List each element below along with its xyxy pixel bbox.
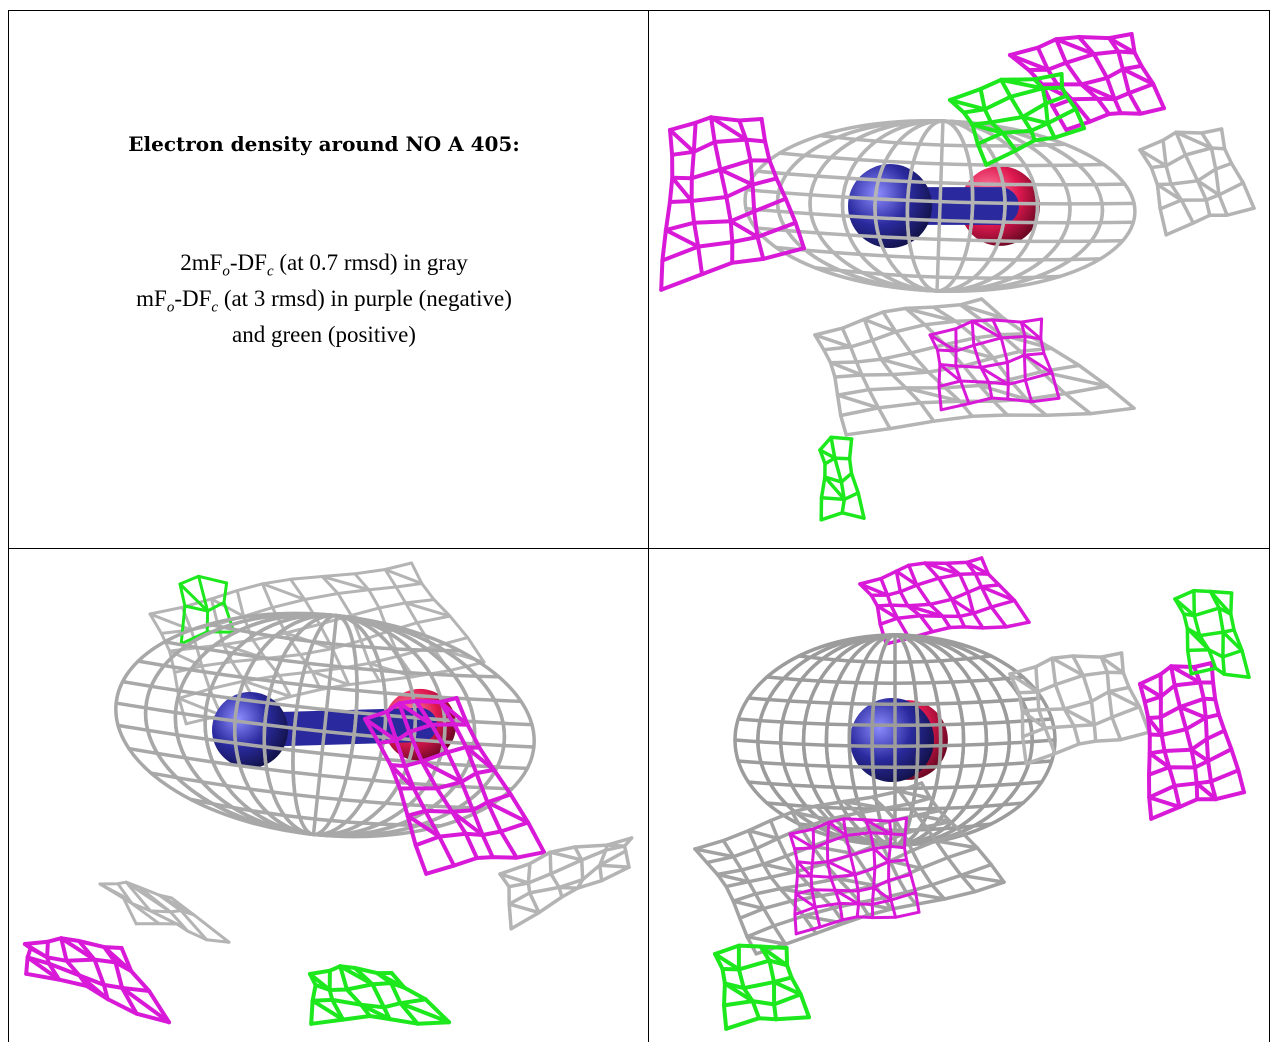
gray-density-main: [743, 119, 1137, 293]
frame-left: [8, 10, 9, 1042]
green-density-bottom: [713, 943, 811, 1031]
green-density-right: [1173, 588, 1251, 679]
no-molecule: [850, 698, 948, 782]
density-render-2: [23, 561, 634, 1026]
gray-density-right: [1008, 651, 1151, 766]
gray-density-small: [98, 880, 231, 944]
green-density-bottom: [818, 435, 866, 522]
frame-top: [8, 10, 1270, 11]
purple-density-bottom-left: [23, 936, 171, 1025]
green-density-top: [948, 72, 1086, 167]
purple-density-inner: [928, 317, 1061, 412]
caption-line-3: and green (positive): [232, 322, 416, 347]
green-density-back: [178, 574, 236, 646]
density-render-1: [659, 32, 1256, 522]
purple-density-center: [363, 696, 546, 876]
density-render-3: [693, 556, 1251, 1031]
purple-density-left: [659, 115, 806, 292]
density-view-top-right: [650, 11, 1268, 547]
nitrogen-atom: [850, 698, 934, 782]
density-view-bottom-left: [10, 550, 647, 1042]
frame-right: [1269, 10, 1270, 1042]
caption-title: Electron density around NO A 405:: [128, 132, 520, 156]
nitrogen-atom: [848, 164, 932, 248]
purple-density-top: [858, 556, 1031, 646]
gray-density-back: [148, 561, 486, 726]
frame-middle-horizontal: [8, 548, 1270, 549]
caption-line-1: 2mFo-DFc (at 0.7 rmsd) in gray: [180, 250, 468, 280]
purple-density-top: [1008, 32, 1166, 132]
gray-density-main: [733, 633, 1057, 847]
purple-density-lower: [788, 816, 921, 936]
caption-line-2: mFo-DFc (at 3 rmsd) in purple (negative): [136, 286, 512, 316]
frame-middle-vertical: [648, 10, 649, 1042]
gray-density-right: [1138, 127, 1256, 237]
green-density-bottom: [308, 964, 451, 1026]
gray-density-right: [498, 836, 634, 931]
density-view-bottom-right: [650, 550, 1268, 1042]
purple-density-right: [1138, 661, 1246, 821]
